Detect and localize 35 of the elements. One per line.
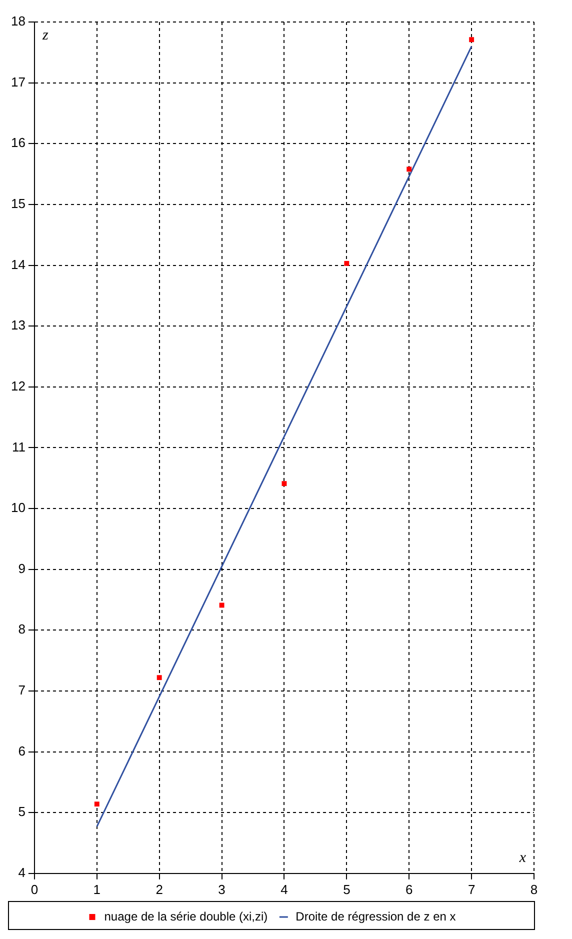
x-tick-label: 4 (280, 882, 288, 897)
x-tick-label: 7 (468, 882, 476, 897)
y-tick-label: 7 (18, 682, 26, 698)
x-tick-label: 3 (218, 882, 226, 897)
y-tick-label: 10 (10, 500, 26, 516)
x-tick-label: 8 (530, 882, 538, 897)
point (406, 166, 412, 172)
point (282, 481, 287, 486)
point (94, 802, 100, 807)
y-tick-label: 15 (10, 196, 26, 212)
y-tick-label: 8 (18, 622, 26, 637)
x-tick-label: 2 (156, 882, 163, 897)
x-axis-title: x (518, 850, 526, 866)
x-tick-label: 5 (343, 882, 350, 897)
y-tick-label: 14 (10, 256, 26, 272)
y-tick-label: 6 (18, 743, 26, 758)
y-tick-label: 17 (10, 74, 26, 90)
y-tick-label: 4 (18, 864, 26, 880)
y-tick-label: 16 (10, 135, 26, 150)
y-tick-label: 12 (10, 378, 26, 394)
legend-label: Droite de régression de z en x (296, 909, 456, 924)
point (219, 602, 224, 608)
y-tick-label: 9 (18, 560, 26, 576)
y-tick-label: 13 (10, 318, 26, 333)
point (344, 260, 350, 266)
point (156, 675, 162, 680)
y-axis-title: z (41, 27, 48, 44)
y-tick-label: 5 (18, 804, 26, 820)
y-tick-label: 18 (10, 14, 26, 29)
point (469, 37, 474, 42)
y-tick-label: 11 (12, 439, 26, 454)
x-tick-label: 6 (406, 882, 413, 897)
x-tick-label: 0 (30, 882, 38, 897)
x-tick-label: 1 (93, 882, 101, 897)
legend-label: nuage de la série double (xi,zi) (104, 909, 268, 924)
